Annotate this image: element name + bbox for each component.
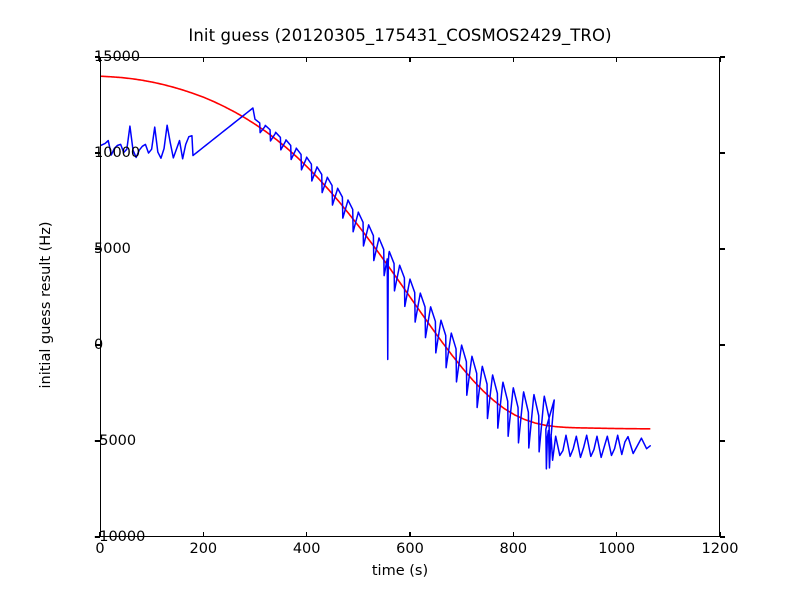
y-tick-mark <box>720 248 725 250</box>
y-tick-mark <box>95 248 100 250</box>
x-tick-mark <box>719 57 721 62</box>
y-tick-mark <box>720 56 725 58</box>
x-tick-mark <box>306 532 308 537</box>
y-tick-mark <box>95 56 100 58</box>
x-tick-label: 0 <box>95 541 105 557</box>
x-tick-label: 1000 <box>598 541 636 557</box>
y-axis-title: initial guess result (Hz) <box>38 221 54 389</box>
x-tick-mark <box>409 57 411 62</box>
x-tick-mark <box>202 532 204 537</box>
x-tick-label: 800 <box>499 541 528 557</box>
y-tick-mark <box>95 152 100 154</box>
x-tick-mark <box>512 57 514 62</box>
series-initial-guess-line <box>101 107 651 470</box>
x-tick-mark <box>616 57 618 62</box>
plot-axes-frame <box>100 57 720 537</box>
y-tick-mark <box>95 344 100 346</box>
y-tick-mark <box>720 536 725 538</box>
y-tick-mark <box>720 344 725 346</box>
x-tick-mark <box>306 57 308 62</box>
x-tick-mark <box>99 57 101 62</box>
x-tick-mark <box>719 532 721 537</box>
x-tick-mark <box>202 57 204 62</box>
x-tick-label: 200 <box>189 541 218 557</box>
chart-title: Init guess (20120305_175431_COSMOS2429_T… <box>188 26 612 45</box>
y-tick-mark <box>720 152 725 154</box>
x-tick-label: 600 <box>396 541 424 557</box>
x-tick-label: 1200 <box>701 541 739 557</box>
x-tick-mark <box>616 532 618 537</box>
y-tick-mark <box>720 440 725 442</box>
y-tick-mark <box>95 536 100 538</box>
x-axis-title: time (s) <box>371 563 429 579</box>
x-tick-mark <box>409 532 411 537</box>
y-tick-mark <box>95 440 100 442</box>
x-tick-label: 400 <box>292 541 321 557</box>
series-model-fit-line <box>101 75 651 430</box>
x-tick-mark <box>512 532 514 537</box>
x-tick-mark <box>99 532 101 537</box>
plot-series-svg <box>101 75 651 470</box>
